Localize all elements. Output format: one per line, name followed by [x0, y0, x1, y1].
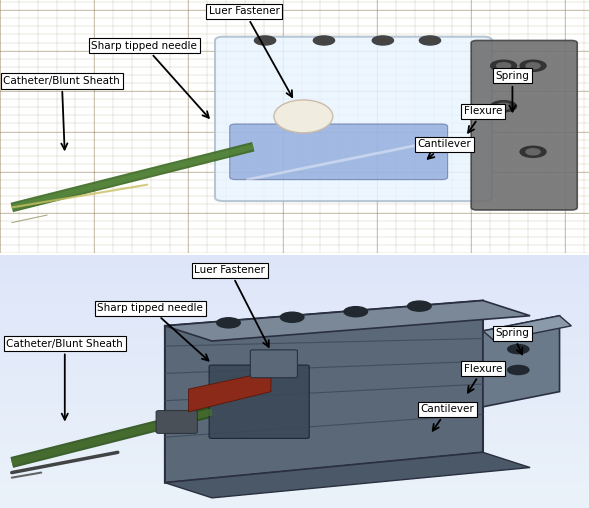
Circle shape: [491, 101, 517, 112]
Text: Flexure: Flexure: [464, 364, 502, 393]
FancyBboxPatch shape: [230, 124, 448, 180]
Ellipse shape: [274, 100, 333, 133]
Polygon shape: [483, 316, 571, 341]
Circle shape: [508, 365, 529, 374]
Circle shape: [344, 307, 368, 317]
Circle shape: [408, 301, 431, 311]
FancyBboxPatch shape: [215, 37, 492, 201]
FancyBboxPatch shape: [209, 365, 309, 438]
Text: Luer Fastener: Luer Fastener: [209, 7, 292, 97]
Text: Sharp tipped needle: Sharp tipped needle: [97, 303, 209, 361]
Circle shape: [526, 63, 540, 69]
Text: Spring: Spring: [495, 329, 530, 355]
Circle shape: [217, 318, 240, 328]
Text: Cantilever: Cantilever: [421, 404, 475, 431]
Text: Spring: Spring: [495, 71, 530, 112]
Circle shape: [497, 103, 511, 109]
Text: Sharp tipped needle: Sharp tipped needle: [91, 41, 209, 118]
Circle shape: [491, 60, 517, 71]
FancyBboxPatch shape: [156, 410, 197, 433]
Circle shape: [254, 36, 276, 45]
Circle shape: [372, 36, 393, 45]
Circle shape: [526, 149, 540, 155]
Text: Catheter/Blunt Sheath: Catheter/Blunt Sheath: [4, 76, 120, 149]
FancyBboxPatch shape: [471, 41, 577, 210]
Polygon shape: [165, 452, 530, 498]
Text: Cantilever: Cantilever: [418, 139, 472, 159]
Circle shape: [508, 344, 529, 354]
Circle shape: [520, 146, 546, 157]
Polygon shape: [483, 316, 560, 407]
Circle shape: [520, 60, 546, 71]
Polygon shape: [165, 301, 530, 341]
Polygon shape: [165, 301, 483, 483]
Text: Luer Fastener: Luer Fastener: [194, 265, 269, 347]
Text: Flexure: Flexure: [464, 106, 502, 133]
Polygon shape: [188, 371, 271, 412]
FancyBboxPatch shape: [250, 350, 297, 378]
Circle shape: [313, 36, 335, 45]
Text: Catheter/Blunt Sheath: Catheter/Blunt Sheath: [6, 338, 123, 420]
Circle shape: [280, 312, 304, 322]
Circle shape: [419, 36, 441, 45]
Circle shape: [497, 63, 511, 69]
